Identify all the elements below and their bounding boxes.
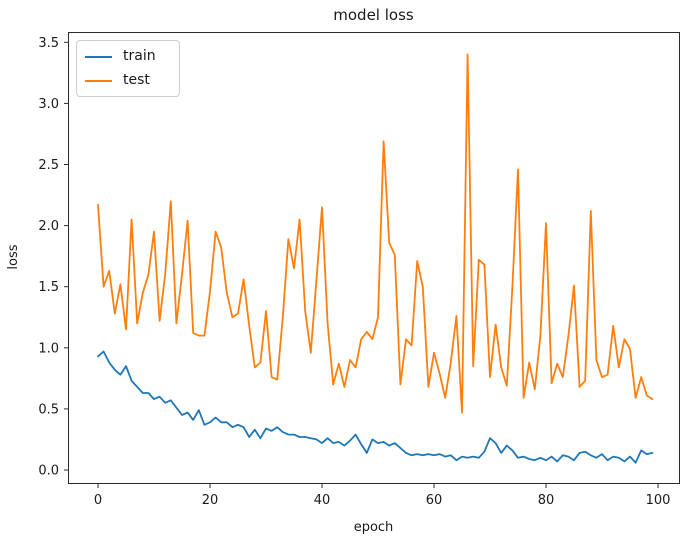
y-tick-label: 3.5 xyxy=(38,36,59,51)
y-tick-label: 1.5 xyxy=(38,280,59,295)
legend-entry-test: test xyxy=(85,72,169,89)
x-tick-label: 20 xyxy=(202,493,219,508)
y-tick-label: 2.0 xyxy=(38,219,59,234)
y-axis-label-text: loss xyxy=(6,244,21,270)
x-tick-label: 80 xyxy=(538,493,555,508)
y-tick-label: 0.0 xyxy=(38,464,59,479)
x-tick-label: 100 xyxy=(646,493,671,508)
chart-title: model loss xyxy=(333,6,414,24)
train-line-swatch-icon xyxy=(85,55,112,58)
y-tick-label: 0.5 xyxy=(38,402,59,417)
axes-frame xyxy=(68,32,680,484)
legend: train test xyxy=(76,40,180,97)
test-line xyxy=(97,53,654,414)
y-tick-label: 1.0 xyxy=(38,341,59,356)
x-axis-label: epoch xyxy=(353,520,394,535)
train-line xyxy=(97,350,654,464)
legend-entry-train: train xyxy=(85,48,169,65)
legend-label-train: train xyxy=(123,48,156,64)
y-tick-label: 3.0 xyxy=(38,97,59,112)
y-tick-label: 2.5 xyxy=(38,158,59,173)
x-tick-label: 40 xyxy=(314,493,331,508)
legend-label-test: test xyxy=(123,72,150,88)
test-line-swatch-icon xyxy=(85,79,112,82)
x-tick-label: 60 xyxy=(426,493,443,508)
x-tick-label: 0 xyxy=(94,493,102,508)
